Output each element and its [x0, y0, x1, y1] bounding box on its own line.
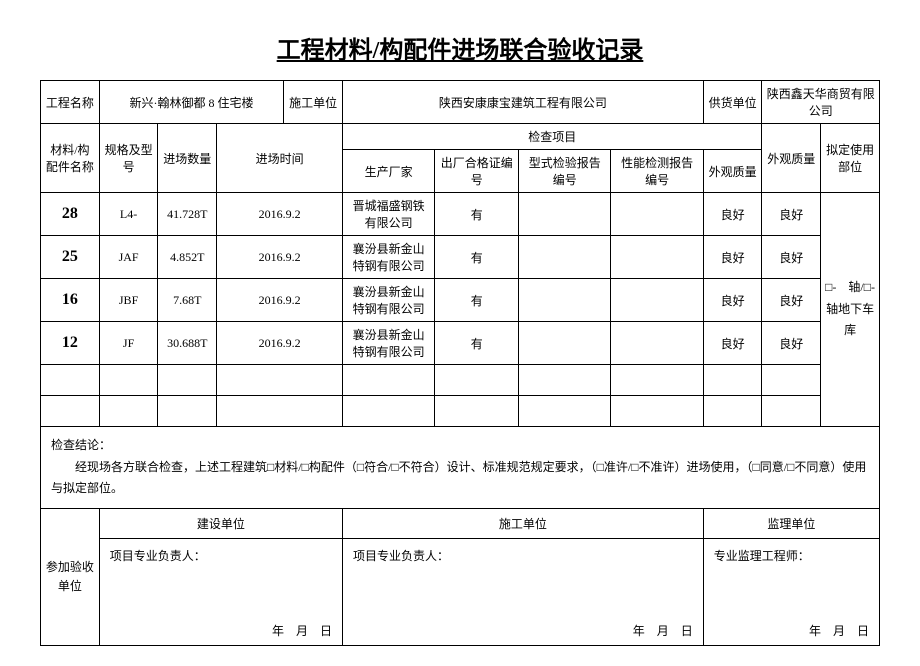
conclusion-label: 检查结论：: [51, 435, 869, 457]
table-row: 28 L4- 41.728T 2016.9.2 晋城福盛钢铁有限公司 有 良好 …: [41, 193, 880, 236]
signoff-date-2: 年 月 日: [809, 622, 869, 639]
signoff-role-0: 项目专业负责人：: [110, 547, 332, 564]
cell-app: 良好: [703, 236, 762, 279]
cell-spec: L4-: [99, 193, 158, 236]
cell-time: 2016.9.2: [217, 236, 343, 279]
cell-mfr: 襄汾县新金山特钢有限公司: [342, 279, 434, 322]
cell-cert: 有: [435, 193, 519, 236]
col-use-part: 拟定使用部位: [821, 124, 880, 193]
cell-n: 25: [41, 236, 100, 279]
cell-mfr: 襄汾县新金山特钢有限公司: [342, 322, 434, 365]
cell-n: 12: [41, 322, 100, 365]
signoff-cell-2: 专业监理工程师： 年 月 日: [703, 538, 879, 645]
cell-app: 良好: [703, 193, 762, 236]
cell-type: [519, 279, 611, 322]
cell-cert: 有: [435, 236, 519, 279]
cell-app: 良好: [703, 279, 762, 322]
value-project-name: 新兴·翰林御都 8 住宅楼: [99, 81, 284, 124]
cell-n: 28: [41, 193, 100, 236]
signoff-col-0: 建设单位: [99, 508, 342, 538]
cell-qty: 30.688T: [158, 322, 217, 365]
cell-time: 2016.9.2: [217, 193, 343, 236]
cell-use-part: □- 轴/□- 轴地下车库: [821, 193, 880, 427]
col-appearance-sub: 外观质量: [703, 150, 762, 193]
cell-qty: 41.728T: [158, 193, 217, 236]
cell-mfr: 襄汾县新金山特钢有限公司: [342, 236, 434, 279]
conclusion-cell: 检查结论： 经现场各方联合检查，上述工程建筑□材料/□构配件（□符合/□不符合）…: [41, 427, 880, 509]
cell-spec: JBF: [99, 279, 158, 322]
signoff-cell-0: 项目专业负责人： 年 月 日: [99, 538, 342, 645]
signoff-col-1: 施工单位: [342, 508, 703, 538]
cell-app2: 良好: [762, 279, 821, 322]
table-row: 12 JF 30.688T 2016.9.2 襄汾县新金山特钢有限公司 有 良好…: [41, 322, 880, 365]
cell-qty: 7.68T: [158, 279, 217, 322]
cell-mfr: 晋城福盛钢铁有限公司: [342, 193, 434, 236]
label-construction-unit: 施工单位: [284, 81, 343, 124]
cell-app2: 良好: [762, 193, 821, 236]
col-time: 进场时间: [217, 124, 343, 193]
cell-app2: 良好: [762, 236, 821, 279]
page-title: 工程材料/构配件进场联合验收记录: [40, 30, 880, 65]
col-perf-report: 性能检测报告编号: [611, 150, 703, 193]
cell-app2: 良好: [762, 322, 821, 365]
value-construction-unit: 陕西安康康宝建筑工程有限公司: [342, 81, 703, 124]
cell-time: 2016.9.2: [217, 279, 343, 322]
cell-type: [519, 236, 611, 279]
cell-perf: [611, 236, 703, 279]
cell-perf: [611, 322, 703, 365]
cell-qty: 4.852T: [158, 236, 217, 279]
table-row: 25 JAF 4.852T 2016.9.2 襄汾县新金山特钢有限公司 有 良好…: [41, 236, 880, 279]
cell-perf: [611, 279, 703, 322]
label-project-name: 工程名称: [41, 81, 100, 124]
table-row-empty: [41, 396, 880, 427]
cell-spec: JF: [99, 322, 158, 365]
cell-perf: [611, 193, 703, 236]
col-qty: 进场数量: [158, 124, 217, 193]
col-manufacturer: 生产厂家: [342, 150, 434, 193]
col-check-items: 检查项目: [342, 124, 761, 150]
cell-app: 良好: [703, 322, 762, 365]
signoff-group-label: 参加验收单位: [41, 508, 100, 645]
signoff-date-1: 年 月 日: [633, 622, 693, 639]
label-supplier-unit: 供货单位: [703, 81, 762, 124]
col-cert-no: 出厂合格证编号: [435, 150, 519, 193]
table-row-empty: [41, 365, 880, 396]
table-row: 16 JBF 7.68T 2016.9.2 襄汾县新金山特钢有限公司 有 良好 …: [41, 279, 880, 322]
col-material-name: 材料/构配件名称: [41, 124, 100, 193]
cell-time: 2016.9.2: [217, 322, 343, 365]
value-supplier-unit: 陕西鑫天华商贸有限公司: [762, 81, 880, 124]
signoff-role-2: 专业监理工程师：: [714, 547, 869, 564]
cell-type: [519, 193, 611, 236]
cell-n: 16: [41, 279, 100, 322]
cell-type: [519, 322, 611, 365]
conclusion-body: 经现场各方联合检查，上述工程建筑□材料/□构配件（□符合/□不符合）设计、标准规…: [51, 457, 869, 500]
cell-spec: JAF: [99, 236, 158, 279]
signoff-col-2: 监理单位: [703, 508, 879, 538]
cell-cert: 有: [435, 279, 519, 322]
signoff-cell-1: 项目专业负责人： 年 月 日: [342, 538, 703, 645]
signoff-role-1: 项目专业负责人：: [353, 547, 693, 564]
col-appearance: 外观质量: [762, 124, 821, 193]
main-table: 工程名称 新兴·翰林御都 8 住宅楼 施工单位 陕西安康康宝建筑工程有限公司 供…: [40, 80, 880, 646]
col-spec: 规格及型号: [99, 124, 158, 193]
cell-cert: 有: [435, 322, 519, 365]
signoff-date-0: 年 月 日: [272, 622, 332, 639]
col-type-report: 型式检验报告编号: [519, 150, 611, 193]
